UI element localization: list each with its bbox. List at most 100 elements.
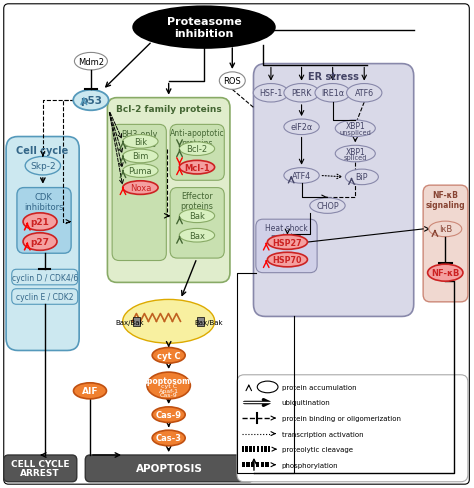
Text: unspliced: unspliced	[339, 130, 371, 136]
Bar	[261, 447, 263, 452]
Bar	[257, 447, 259, 452]
Ellipse shape	[284, 168, 319, 184]
Text: BH3-only
proteins: BH3-only proteins	[121, 130, 158, 149]
Ellipse shape	[179, 142, 215, 156]
Bar	[249, 447, 252, 452]
Ellipse shape	[267, 253, 308, 267]
Ellipse shape	[123, 150, 158, 163]
Ellipse shape	[73, 91, 109, 111]
Ellipse shape	[267, 235, 308, 250]
FancyBboxPatch shape	[12, 270, 78, 285]
Text: Mcl-1: Mcl-1	[184, 163, 210, 172]
FancyBboxPatch shape	[170, 125, 224, 181]
Text: Heat shock
proteins: Heat shock proteins	[265, 223, 308, 242]
Text: AIF: AIF	[82, 386, 98, 395]
Ellipse shape	[152, 407, 185, 423]
Bar	[246, 447, 248, 452]
FancyBboxPatch shape	[170, 188, 224, 259]
Text: Bim: Bim	[132, 152, 148, 161]
Ellipse shape	[123, 300, 215, 344]
Text: p53: p53	[80, 96, 102, 106]
Ellipse shape	[74, 53, 108, 71]
Text: HSF-1: HSF-1	[259, 89, 283, 98]
Text: BiP: BiP	[356, 173, 368, 182]
Ellipse shape	[152, 348, 185, 364]
Bar	[242, 462, 245, 467]
Text: HSP27: HSP27	[273, 238, 302, 247]
Ellipse shape	[133, 7, 275, 49]
Bar	[251, 462, 255, 467]
Text: Bik: Bik	[134, 138, 147, 146]
Text: HSP70: HSP70	[273, 256, 302, 264]
Ellipse shape	[335, 146, 375, 163]
FancyBboxPatch shape	[254, 64, 414, 317]
Text: NF-κB
signaling: NF-κB signaling	[426, 191, 465, 210]
Ellipse shape	[25, 157, 61, 176]
Text: Mdm2: Mdm2	[78, 58, 104, 66]
Text: Bax/Bak: Bax/Bak	[194, 319, 223, 325]
Bar	[242, 447, 244, 452]
Bar	[256, 462, 259, 467]
Bar	[268, 447, 271, 452]
Ellipse shape	[147, 372, 191, 399]
Text: APOPTOSIS: APOPTOSIS	[136, 463, 203, 473]
Ellipse shape	[73, 383, 107, 399]
Text: Skp-2: Skp-2	[30, 162, 55, 171]
Ellipse shape	[179, 209, 215, 223]
Text: IκB: IκB	[438, 225, 452, 234]
Text: Bak: Bak	[189, 212, 205, 221]
Bar	[246, 462, 250, 467]
Bar	[264, 447, 267, 452]
Ellipse shape	[219, 73, 245, 90]
Text: Proteasome
inhibition: Proteasome inhibition	[167, 17, 241, 39]
Ellipse shape	[428, 264, 463, 282]
Text: cyt C: cyt C	[157, 351, 181, 360]
Text: Effector
proteins: Effector proteins	[181, 192, 213, 211]
Bar	[133, 317, 140, 326]
Ellipse shape	[346, 170, 378, 185]
Text: CELL CYCLE
ARREST: CELL CYCLE ARREST	[11, 459, 69, 477]
FancyBboxPatch shape	[256, 220, 317, 273]
Bar	[261, 462, 264, 467]
Text: ATF6: ATF6	[355, 89, 374, 98]
Text: protein binding or oligomerization: protein binding or oligomerization	[282, 415, 401, 421]
Text: p21: p21	[31, 218, 49, 226]
Text: phosphorylation: phosphorylation	[282, 462, 338, 468]
Text: CHOP: CHOP	[316, 202, 339, 211]
Text: cyclin E / CDK2: cyclin E / CDK2	[16, 292, 73, 302]
Text: Apaf-1: Apaf-1	[159, 388, 179, 393]
Text: Bax/Bak: Bax/Bak	[115, 319, 144, 325]
Text: eIF2α: eIF2α	[291, 123, 313, 132]
Text: ATF4: ATF4	[292, 172, 311, 181]
Text: Puma: Puma	[128, 167, 152, 176]
Text: Cas-9: Cas-9	[160, 392, 178, 397]
Text: Bax: Bax	[189, 231, 205, 240]
FancyBboxPatch shape	[12, 289, 78, 305]
FancyBboxPatch shape	[6, 137, 79, 351]
Text: p27: p27	[30, 238, 49, 246]
Text: Cell cycle: Cell cycle	[17, 146, 69, 156]
Bar	[253, 447, 255, 452]
Text: Noxa: Noxa	[130, 183, 151, 193]
FancyBboxPatch shape	[423, 186, 468, 302]
FancyBboxPatch shape	[237, 375, 468, 482]
Text: Bcl-2: Bcl-2	[186, 145, 208, 154]
FancyBboxPatch shape	[17, 188, 71, 254]
Ellipse shape	[284, 120, 319, 135]
Text: cyclin D / CDK4/6: cyclin D / CDK4/6	[12, 273, 78, 282]
Ellipse shape	[429, 222, 462, 237]
Text: XBP1: XBP1	[346, 147, 365, 156]
Ellipse shape	[152, 430, 185, 446]
Text: CDK
inhibitors: CDK inhibitors	[24, 193, 64, 212]
Text: spliced: spliced	[344, 155, 367, 161]
Ellipse shape	[335, 121, 375, 137]
Text: NF-κB: NF-κB	[431, 268, 459, 278]
Text: protein accumulation: protein accumulation	[282, 384, 356, 390]
Text: Cas-3: Cas-3	[155, 434, 182, 443]
Ellipse shape	[346, 84, 382, 103]
Text: ER stress: ER stress	[308, 72, 359, 81]
Ellipse shape	[284, 84, 319, 103]
Text: ROS: ROS	[223, 77, 241, 86]
FancyBboxPatch shape	[85, 455, 254, 482]
Ellipse shape	[310, 199, 345, 214]
